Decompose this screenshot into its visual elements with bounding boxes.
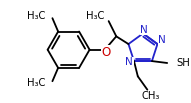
Text: H₃C: H₃C bbox=[27, 11, 46, 21]
Text: N: N bbox=[140, 25, 148, 35]
Text: O: O bbox=[101, 46, 110, 59]
Text: N: N bbox=[125, 57, 133, 67]
Text: CH₃: CH₃ bbox=[141, 91, 159, 101]
Text: H₃C: H₃C bbox=[27, 78, 46, 88]
Text: H₃C: H₃C bbox=[86, 11, 104, 21]
Text: N: N bbox=[158, 35, 166, 45]
Text: SH: SH bbox=[177, 58, 190, 68]
